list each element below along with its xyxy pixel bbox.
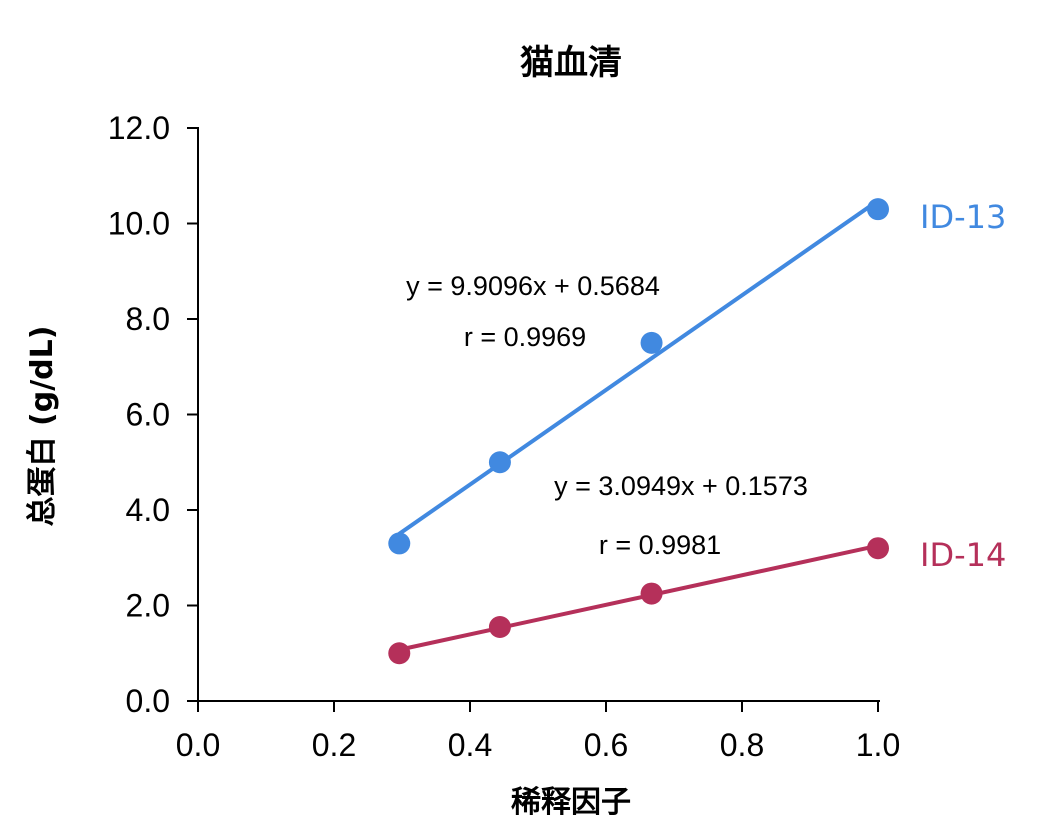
data-point-series-1 bbox=[488, 451, 511, 474]
equation-id-13: y = 9.9096x + 0.5684 bbox=[406, 271, 660, 301]
data-point-series-1 bbox=[388, 532, 411, 555]
y-tick-label: 4.0 bbox=[126, 492, 170, 528]
y-tick-label: 6.0 bbox=[126, 397, 170, 433]
data-point-series-2 bbox=[388, 642, 411, 665]
x-tick-label: 0.0 bbox=[176, 727, 220, 763]
y-tick-label: 0.0 bbox=[126, 683, 170, 719]
y-tick-label: 10.0 bbox=[108, 206, 170, 242]
r-value-id-13: r = 0.9969 bbox=[464, 322, 586, 352]
y-tick-label: 8.0 bbox=[126, 301, 170, 337]
data-point-series-2 bbox=[640, 582, 663, 605]
y-tick-label: 12.0 bbox=[108, 110, 170, 146]
y-axis-label: 总蛋白 (g/dL) bbox=[25, 326, 60, 527]
x-tick-label: 1.0 bbox=[856, 727, 900, 763]
data-point-series-1 bbox=[640, 331, 663, 354]
r-value-id-14: r = 0.9981 bbox=[599, 530, 721, 560]
x-axis-label: 稀释因子 bbox=[511, 785, 631, 820]
series-label-id-14: ID-14 bbox=[920, 536, 1006, 574]
x-tick-label: 0.4 bbox=[448, 727, 492, 763]
equation-id-14: y = 3.0949x + 0.1573 bbox=[554, 471, 808, 501]
data-point-series-2 bbox=[867, 537, 889, 560]
trendline-series-1 bbox=[397, 198, 880, 536]
x-tick-label: 0.2 bbox=[312, 727, 356, 763]
trendlines bbox=[397, 198, 880, 652]
data-point-series-1 bbox=[867, 198, 889, 221]
x-tick-label: 0.8 bbox=[720, 727, 764, 763]
data-point-series-2 bbox=[488, 615, 511, 638]
x-tick-label: 0.6 bbox=[584, 727, 628, 763]
chart-title: 猫血清 bbox=[520, 43, 622, 83]
series-label-id-13: ID-13 bbox=[920, 198, 1006, 236]
data-points bbox=[388, 198, 889, 665]
trendline-series-2 bbox=[397, 543, 880, 652]
y-tick-label: 2.0 bbox=[126, 588, 170, 624]
axis-ticks: 0.0 2.0 4.0 6.0 8.0 10.0 12.0 0.0 0.2 0.4 0.6 0.8 1.… bbox=[108, 110, 901, 763]
